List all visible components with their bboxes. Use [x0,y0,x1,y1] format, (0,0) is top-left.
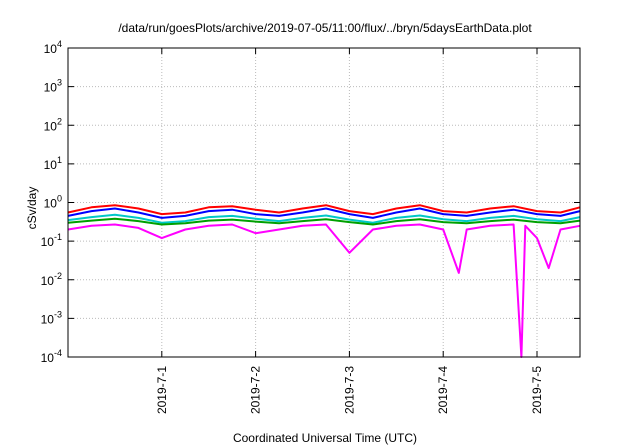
series-line-3 [67,213,581,224]
x-tick-label: 2019-7-5 [530,366,544,414]
y-tick-label: 104 [44,39,62,56]
series-group [67,204,581,358]
x-tick-label: 2019-7-3 [342,366,356,414]
y-tick-label: 103 [44,78,62,95]
y-tick-label: 10-3 [41,309,62,326]
series-line-5 [67,223,581,358]
series-line-1 [67,204,581,216]
x-tick-label: 2019-7-1 [155,366,169,414]
x-axis-label: Coordinated Universal Time (UTC) [233,431,417,445]
chart-title: /data/run/goesPlots/archive/2019-07-05/1… [118,21,532,35]
x-tick-label: 2019-7-4 [436,366,450,414]
ticks: 10-4 10-3 10-2 10-1 100 101 102 103 104 2019-7-1 2… [41,39,580,414]
series-line-4 [67,217,581,226]
y-tick-label: 102 [44,116,62,133]
grid [68,48,580,357]
y-tick-label: 10-4 [41,348,62,365]
y-tick-label: 10-2 [41,271,62,288]
y-tick-label: 101 [44,155,62,172]
x-tick-label: 2019-7-2 [249,366,263,414]
y-tick-label: 10-1 [41,232,62,249]
y-tick-label: 100 [44,194,62,211]
y-axis-label: cSv/day [25,187,39,230]
series-line-2 [67,207,581,219]
